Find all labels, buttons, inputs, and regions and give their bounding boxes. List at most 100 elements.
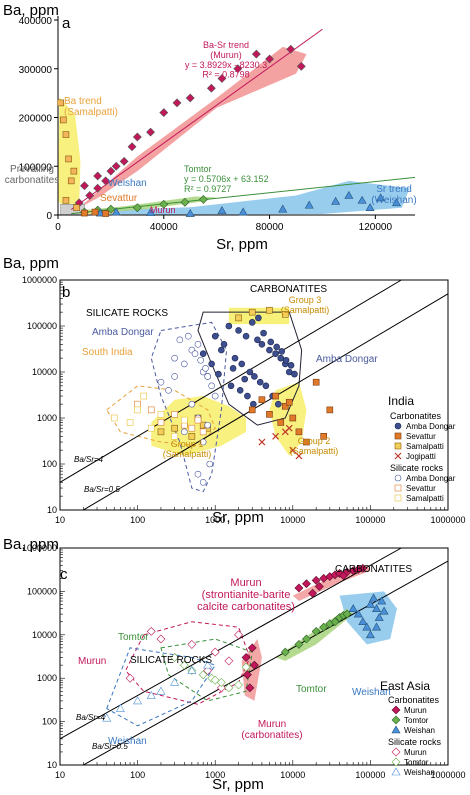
point-jogipatti-carbonatites — [272, 432, 280, 440]
legend-heading-silicate: Silicate rocks — [390, 463, 444, 473]
point-samalpatti-carbonatites — [188, 433, 196, 440]
legend-marker — [391, 715, 401, 725]
label-group-2-line: (Samalpatti) — [290, 446, 339, 456]
point-weishan — [344, 190, 354, 199]
point-weishan — [331, 196, 341, 205]
y-tick-label-line: 200000 — [19, 114, 53, 125]
y-tick-label: 10 — [47, 505, 57, 515]
point-samalpatti — [57, 99, 64, 107]
x-tick-label: 10000 — [280, 515, 305, 525]
legend-title-line: East Asia — [380, 679, 430, 693]
legend-marker — [394, 484, 402, 492]
point-tomtor-carbonatites — [280, 647, 290, 657]
y-tick-label-line: 100000 — [27, 586, 57, 596]
x-tick-label: 10 — [55, 770, 65, 780]
y-tick-label: 1000000 — [22, 275, 57, 285]
y-tick-label-line: 10 — [47, 505, 57, 515]
label-murun: Murun — [150, 205, 176, 215]
plot-frame — [59, 547, 449, 766]
point-murun — [265, 54, 274, 64]
point-murun-carbonatites — [339, 571, 348, 581]
point-weishan-carbonatites — [353, 609, 363, 618]
point-amba-dongar-carbonatites — [262, 382, 270, 390]
legend-heading-carbonatites-line: Carbonatites — [388, 695, 440, 705]
point-samalpatti-carbonatites — [281, 310, 289, 318]
point-amba-dongar-carbonatites — [248, 319, 256, 326]
point-weishan-carbonatites — [362, 622, 372, 631]
panel-a: Ba, ppm a Sr, ppm 0 100000 200000 300000 400… — [3, 2, 417, 253]
point-sevattur-silicate-rocks — [171, 411, 178, 418]
point-sevattur-carbonatites — [312, 378, 320, 386]
point-amba-dongar-carbonatites — [272, 350, 279, 357]
x-tick-label: 100 — [130, 515, 145, 525]
point-murun-carbonatites — [308, 588, 318, 598]
point-samalpatti-carbonatites — [235, 314, 242, 322]
x-tick-label-line: 1000000 — [430, 515, 465, 525]
legend-heading-silicate: Silicate rocks — [388, 737, 442, 747]
point-amba-dongar-carbonatites — [218, 346, 225, 354]
panel-c-points — [102, 563, 389, 722]
point-murun — [127, 142, 137, 152]
panel-b-labels: CARBONATITES SILICATE ROCKS Amba Dongar Sou… — [74, 284, 378, 494]
point-sevattur-carbonatites — [303, 438, 310, 446]
legend-heading-carbonatites-line: Carbonatites — [390, 411, 442, 421]
label-amba-dongar-silicate-line: Amba Dongar — [92, 327, 154, 338]
point-amba-dongar-carbonatites — [260, 329, 267, 337]
point-murun — [251, 49, 261, 59]
point-weishan-silicate-rocks — [156, 686, 166, 695]
point-amba-dongar-carbonatites — [208, 360, 215, 368]
legend-marker-b — [394, 452, 402, 460]
legend-entry: Weishan — [404, 726, 435, 735]
point-weishan — [217, 206, 227, 214]
label-murun-strontianite-line: Murun — [230, 577, 261, 589]
point-amba-dongar-silicate-rocks — [171, 373, 178, 380]
point-samalpatti-silicate-rocks — [171, 433, 178, 440]
point-murun — [286, 44, 296, 54]
x-tick-label: 10000 — [280, 770, 305, 780]
legend-heading-carbonatites: Carbonatites — [390, 411, 442, 421]
label-murun-carbonatites-line: (carbonatites) — [241, 730, 302, 741]
point-jogipatti-carbonatites-b — [285, 424, 293, 432]
panel-a-points — [57, 44, 402, 217]
point-amba-dongar-carbonatites — [199, 350, 207, 357]
point-amba-dongar-silicate-rocks — [181, 428, 188, 436]
label-weishan: Weishan — [108, 178, 147, 189]
point-murun — [206, 83, 216, 93]
point-amba-dongar-silicate-rocks — [181, 360, 188, 368]
label-group-1-line: (Samalpatti) — [163, 449, 212, 459]
x-tick-label-line: 10000 — [280, 770, 305, 780]
legend-title-line: India — [388, 394, 414, 408]
y-tick-label: 400000 — [19, 16, 53, 27]
point-amba-dongar-carbonatites — [242, 332, 250, 340]
ratio-line-ba-sr-0-5 — [83, 560, 449, 766]
label-group-1-line: Group 1 — [171, 439, 204, 449]
panel-b-fields — [106, 307, 307, 493]
panel-b-letter: b — [62, 284, 70, 301]
label-ba-sr-0-5-line: Ba/Sr=0.5 — [92, 742, 128, 751]
label-tomtor-trend-line: y = 0.5706x + 63.152 — [184, 174, 269, 184]
x-tick-label: 1000 — [205, 515, 225, 525]
point-tomtor-silicate-rocks — [241, 662, 251, 672]
label-amba-dongar-carbonatite: Amba Dongar — [316, 354, 378, 365]
point-sevattur-silicate-rocks — [199, 428, 207, 436]
legend-entry-line: Tomtor — [404, 758, 429, 767]
point-amba-dongar-carbonatites — [267, 338, 275, 346]
point-weishan-silicate-rocks — [133, 696, 143, 705]
point-tomtor-carbonatites — [330, 617, 340, 627]
point-amba-dongar-silicate-rocks — [171, 354, 178, 362]
x-tick-label-line: 1000 — [205, 770, 225, 780]
x-tick-label: 120000 — [359, 222, 393, 233]
panel-a-letter: a — [62, 15, 71, 32]
point-weishan — [391, 198, 402, 207]
x-tick-label-line: 1000000 — [430, 770, 465, 780]
y-tick-label-line: 1000000 — [22, 543, 57, 553]
plot-frame — [59, 279, 449, 511]
point-tomtor-carbonatites — [311, 626, 321, 636]
point-amba-dongar-carbonatites — [250, 400, 257, 408]
point-amba-dongar-carbonatites — [236, 387, 244, 394]
label-ba-trend-samalpatti-line: (Samalpatti) — [64, 107, 118, 118]
legend-entry-line: Murun — [404, 706, 427, 715]
